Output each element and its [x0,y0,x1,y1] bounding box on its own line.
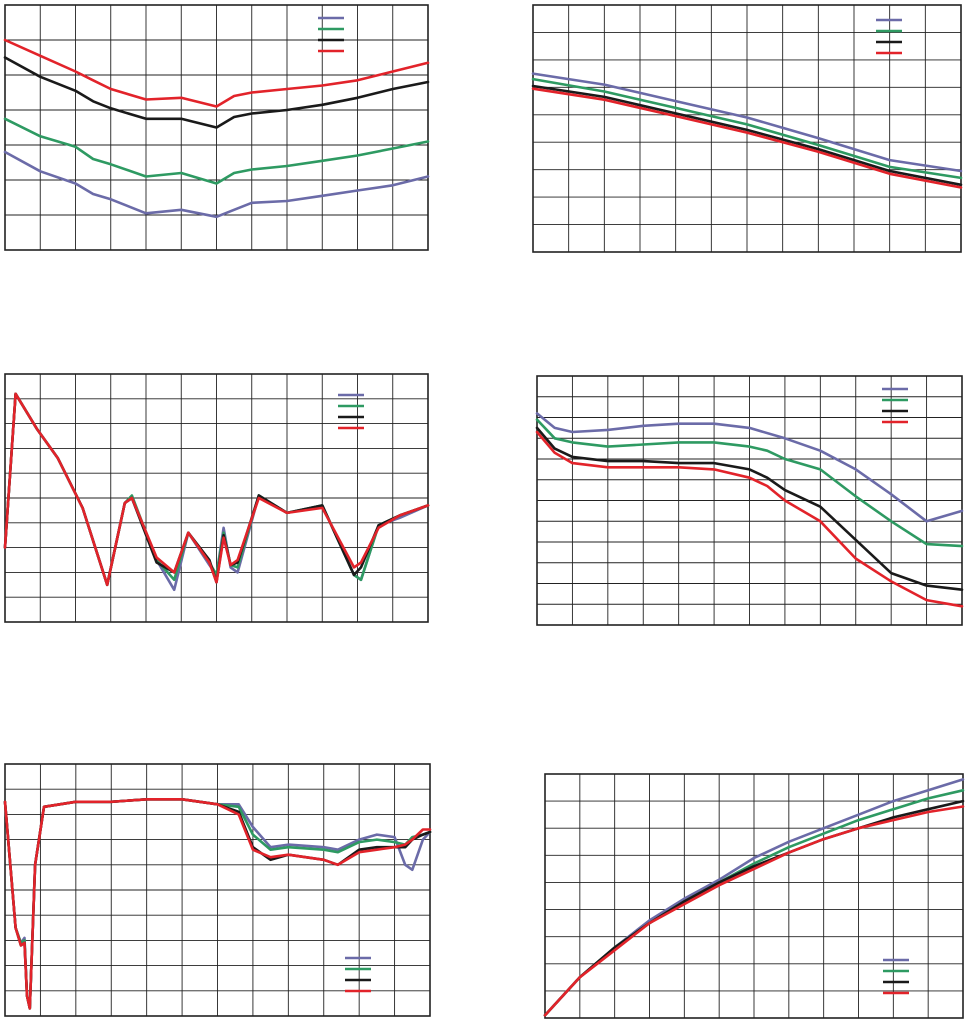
series-line-black [535,426,964,592]
series-line-green [535,418,964,548]
series-line-red [3,392,430,587]
chart-panel-5 [3,763,432,1017]
chart-panel-3 [3,373,430,623]
series-line-blue [535,412,964,523]
series-line-red [543,805,965,1017]
chart-panel-4 [535,375,964,626]
series-line-red [531,87,963,189]
chart-panel-2 [531,4,963,253]
series-line-red [535,430,964,608]
chart-panel-1 [3,4,430,251]
series-line-green [3,117,430,185]
series-line-black [531,84,963,187]
chart-panel-6 [543,773,965,1019]
series-line-blue [3,150,430,219]
series-line-green [531,77,963,180]
series-line-blue [531,72,963,173]
series-line-red [3,797,432,1010]
series-line-black [543,799,965,1017]
series-line-red [3,38,430,108]
series-line-black [3,56,430,129]
